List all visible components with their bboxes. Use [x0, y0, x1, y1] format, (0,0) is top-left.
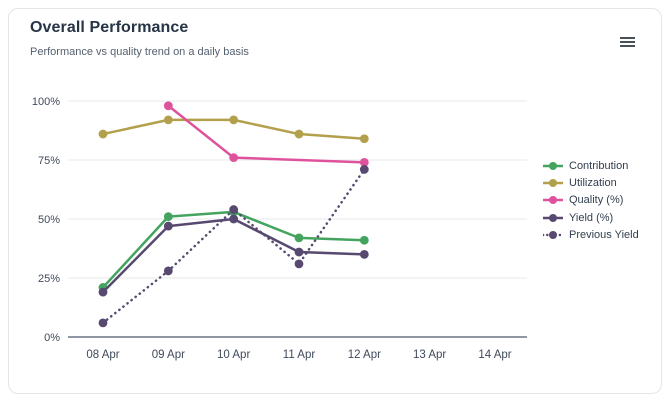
data-point [294, 247, 304, 257]
y-axis-tick-label: 50% [38, 214, 60, 226]
hamburger-menu-icon[interactable] [618, 32, 640, 52]
data-point [294, 233, 304, 243]
card-subtitle: Performance vs quality trend on a daily … [30, 46, 249, 58]
legend-marker-icon [543, 231, 563, 240]
data-point [98, 129, 108, 139]
legend-marker-icon [543, 196, 563, 205]
data-point [98, 287, 108, 297]
data-point [163, 221, 173, 231]
x-axis-tick-label: 14 Apr [478, 349, 511, 361]
data-point [359, 235, 369, 245]
y-axis-tick-label: 25% [38, 273, 60, 285]
data-point [229, 115, 239, 125]
legend-label: Previous Yield [569, 229, 639, 242]
legend-item-quality[interactable]: Quality (%) [543, 192, 639, 209]
card-title: Overall Performance [30, 19, 189, 36]
x-axis-tick-label: 08 Apr [86, 349, 119, 361]
data-point [294, 129, 304, 139]
legend-item-yield[interactable]: Yield (%) [543, 209, 639, 226]
legend-label: Contribution [569, 159, 629, 172]
menu-bar [620, 41, 635, 43]
data-point [229, 205, 239, 214]
series-line-quality [167, 104, 366, 164]
x-axis-tick-label: 10 Apr [217, 349, 250, 361]
legend-marker-icon [543, 161, 563, 170]
y-axis-tick-label: 0% [44, 332, 60, 344]
data-point [163, 212, 173, 222]
data-point [163, 266, 173, 276]
menu-bar [620, 37, 635, 39]
series-line-previous-yield [101, 168, 366, 325]
data-point [163, 101, 173, 111]
data-point [359, 165, 369, 174]
x-axis-tick-label: 11 Apr [283, 349, 316, 361]
y-axis-tick-label: 75% [38, 155, 60, 167]
data-point [359, 250, 369, 259]
series-line-yield [101, 217, 366, 294]
legend-label: Quality (%) [569, 194, 624, 207]
x-axis-tick-label: 13 Apr [413, 349, 446, 361]
legend-marker-icon [543, 179, 563, 188]
y-axis-tick-label: 100% [32, 96, 60, 108]
legend-marker-icon [543, 213, 563, 222]
data-point [98, 318, 108, 328]
legend: Contribution Utilization Quality (%) Yield … [543, 157, 639, 244]
menu-bar [620, 45, 635, 47]
x-axis-tick-label: 09 Apr [152, 349, 185, 361]
data-point [163, 115, 173, 125]
data-point [294, 259, 304, 269]
legend-item-contribution[interactable]: Contribution [543, 157, 639, 174]
legend-label: Yield (%) [569, 211, 614, 224]
data-point [229, 153, 239, 163]
x-axis-tick-label: 12 Apr [348, 349, 381, 361]
legend-item-utilization[interactable]: Utilization [543, 174, 639, 191]
data-point [359, 134, 369, 144]
legend-item-previous-yield[interactable]: Previous Yield [543, 227, 639, 244]
legend-label: Utilization [569, 177, 617, 190]
data-point [359, 157, 369, 167]
data-point [229, 214, 239, 224]
